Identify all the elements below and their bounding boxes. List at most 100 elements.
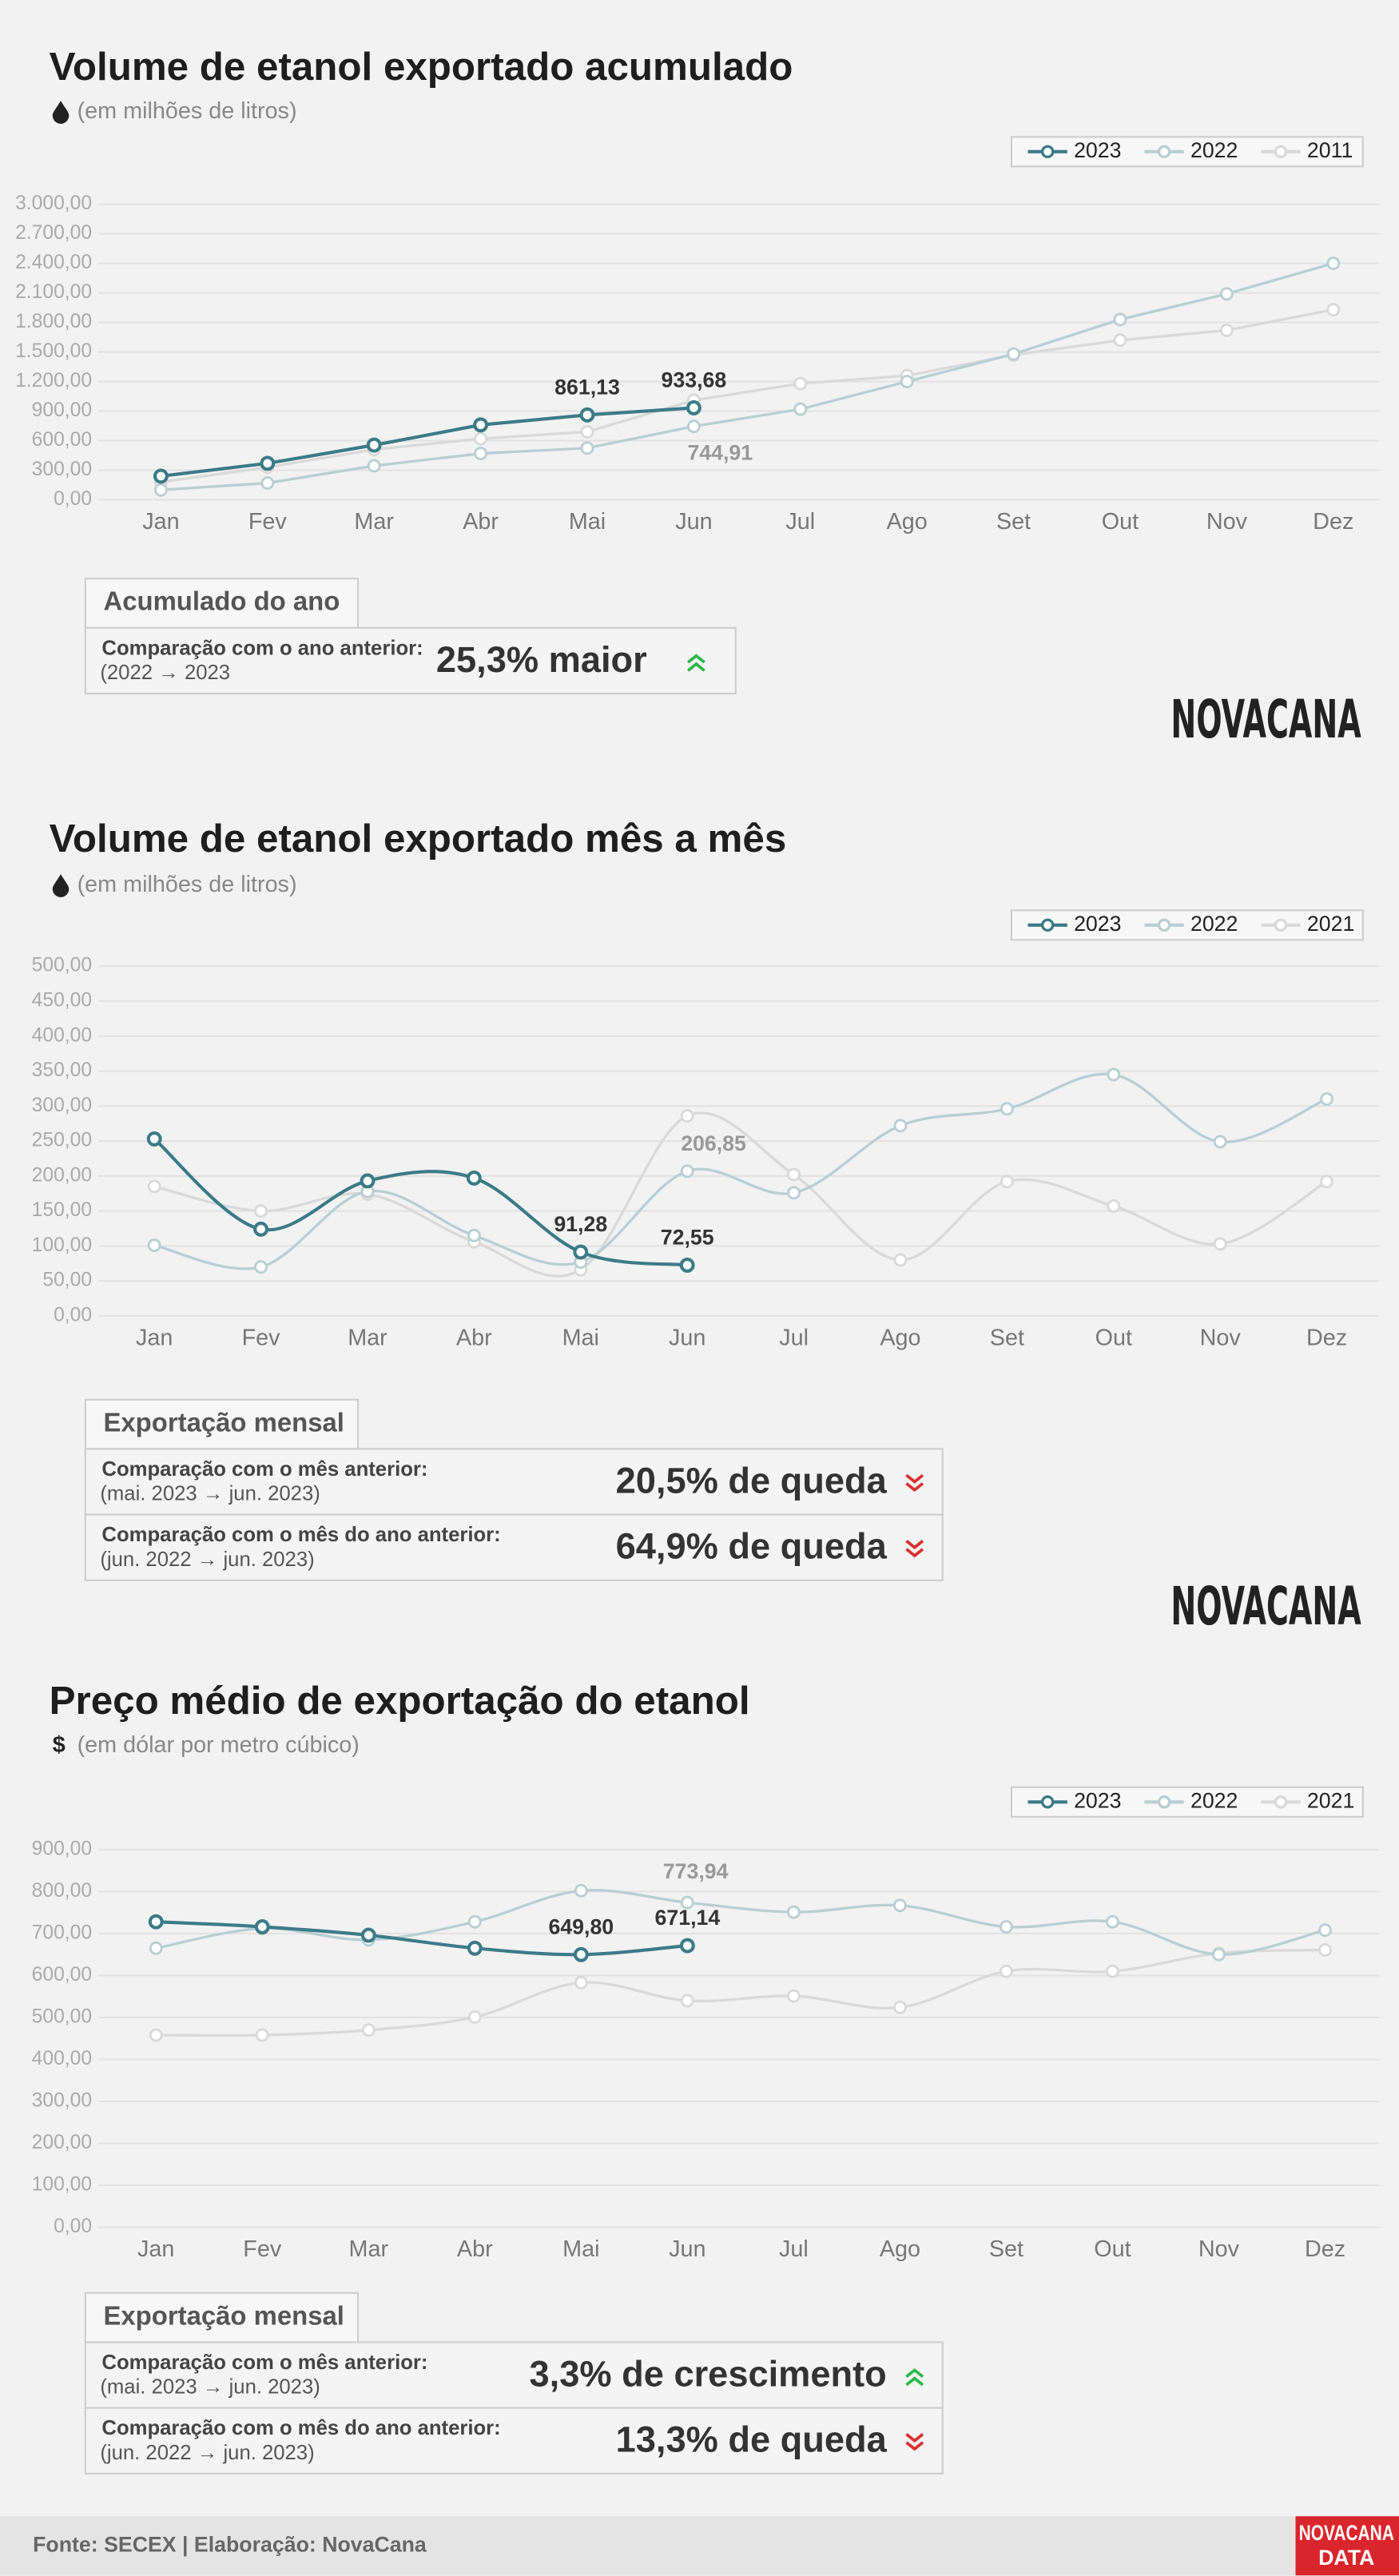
data-point bbox=[1113, 312, 1127, 327]
panel-row bbox=[84, 1513, 944, 1581]
x-tick-label: Set bbox=[990, 1325, 1024, 1350]
x-tick-label: Fev bbox=[248, 509, 288, 535]
data-label: 861,13 bbox=[554, 376, 620, 400]
series-line bbox=[155, 1889, 1325, 1956]
series-line bbox=[161, 261, 1334, 491]
footer-bar bbox=[0, 2516, 1399, 2576]
data-point bbox=[1219, 287, 1234, 301]
data-point bbox=[467, 1940, 483, 1956]
footer-logo-bottom: DATA bbox=[1318, 2546, 1374, 2570]
panel-title: Exportação mensal bbox=[103, 1407, 344, 1437]
data-point bbox=[686, 419, 701, 434]
legend-marker bbox=[1274, 145, 1288, 159]
legend-label: 2021 bbox=[1307, 912, 1354, 936]
panel-title: Exportação mensal bbox=[103, 2300, 344, 2330]
data-point bbox=[900, 375, 914, 388]
data-point bbox=[574, 1975, 588, 1990]
x-tick-label: Ago bbox=[880, 2236, 920, 2262]
panel-row bbox=[84, 626, 737, 695]
y-tick-label: 3.000,00 bbox=[15, 193, 92, 214]
x-tick-label: Fev bbox=[242, 1325, 281, 1350]
panel-tab bbox=[84, 2292, 360, 2343]
series-line bbox=[161, 406, 694, 478]
y-tick-label: 250,00 bbox=[32, 1130, 92, 1151]
x-tick-label: Out bbox=[1095, 1325, 1132, 1350]
data-point bbox=[260, 476, 275, 490]
data-point bbox=[1000, 1964, 1013, 1978]
y-tick-label: 800,00 bbox=[32, 1880, 92, 1902]
data-point bbox=[1113, 333, 1127, 348]
data-point bbox=[473, 417, 489, 433]
data-point bbox=[146, 1131, 162, 1147]
data-point bbox=[892, 1898, 907, 1913]
data-point bbox=[253, 1221, 269, 1237]
data-point bbox=[1106, 1914, 1119, 1929]
subtitle: (em milhões de litros) bbox=[78, 872, 297, 897]
trend-arrow bbox=[905, 1540, 924, 1558]
legend-box bbox=[1010, 1786, 1364, 1818]
legend-label: 2022 bbox=[1190, 1788, 1238, 1812]
y-tick-label: 2.100,00 bbox=[15, 281, 92, 303]
x-tick-label: Abr bbox=[463, 509, 499, 535]
trend-arrow bbox=[905, 2367, 924, 2387]
trend-arrow bbox=[905, 2433, 924, 2451]
footer-logo-box bbox=[1295, 2516, 1399, 2576]
y-tick-label: 500,00 bbox=[32, 955, 92, 976]
data-point bbox=[893, 1119, 908, 1133]
row-label: Comparação com o mês anterior: bbox=[101, 1458, 427, 1481]
data-point bbox=[686, 400, 701, 415]
legend-marker bbox=[1040, 918, 1055, 932]
data-point bbox=[680, 1164, 694, 1179]
data-point bbox=[1213, 1135, 1227, 1149]
data-point bbox=[360, 1927, 376, 1943]
panel-tab bbox=[84, 1398, 360, 1450]
data-label: 91,28 bbox=[554, 1212, 607, 1236]
y-tick-label: 100,00 bbox=[32, 1234, 92, 1256]
y-tick-label: 900,00 bbox=[32, 400, 92, 421]
legend-marker bbox=[1157, 145, 1171, 159]
series-line bbox=[156, 1948, 1325, 2037]
y-tick-label: 0,00 bbox=[54, 1304, 92, 1326]
row-label: Comparação com o mês anterior: bbox=[101, 2351, 427, 2374]
data-point bbox=[679, 1938, 695, 1954]
row-result: 25,3% maior bbox=[436, 639, 647, 680]
y-tick-label: 2.700,00 bbox=[15, 222, 92, 244]
y-tick-label: 400,00 bbox=[32, 1024, 92, 1046]
legend-marker bbox=[1274, 918, 1288, 932]
x-tick-label: Jul bbox=[779, 2236, 809, 2262]
data-point bbox=[787, 1186, 801, 1200]
logo: NOVACANA bbox=[1170, 1576, 1361, 1637]
x-tick-label: Mar bbox=[349, 2236, 389, 2262]
x-tick-label: Abr bbox=[457, 2236, 493, 2262]
row-label: Comparação com o ano anterior: bbox=[101, 637, 423, 659]
data-point bbox=[1213, 1237, 1227, 1251]
data-point bbox=[793, 376, 808, 391]
x-tick-label: Ago bbox=[887, 509, 928, 535]
data-point bbox=[893, 1253, 908, 1267]
logo: NOVACANA bbox=[1170, 689, 1361, 750]
y-tick-label: 600,00 bbox=[32, 1964, 92, 1986]
panel-row bbox=[84, 2407, 944, 2475]
y-tick-label: 200,00 bbox=[32, 1164, 92, 1186]
data-point bbox=[1000, 1175, 1014, 1189]
data-point bbox=[1326, 256, 1341, 271]
data-point bbox=[573, 1244, 589, 1260]
x-tick-label: Out bbox=[1094, 2236, 1131, 2262]
panel-tab bbox=[84, 578, 360, 629]
data-point bbox=[366, 437, 382, 453]
data-label: 671,14 bbox=[655, 1906, 721, 1930]
x-tick-label: Dez bbox=[1313, 509, 1353, 535]
chart-title: Volume de etanol exportado acumulado bbox=[50, 45, 793, 89]
x-tick-label: Mai bbox=[562, 2236, 599, 2262]
x-tick-label: Abr bbox=[456, 1325, 492, 1350]
data-label: 744,91 bbox=[687, 441, 753, 465]
data-point bbox=[1326, 303, 1341, 316]
y-tick-label: 1.800,00 bbox=[15, 311, 92, 332]
y-tick-label: 900,00 bbox=[32, 1838, 92, 1859]
row-label: Comparação com o mês do ano anterior: bbox=[101, 2417, 500, 2439]
data-label: 649,80 bbox=[548, 1914, 614, 1938]
x-tick-label: Jul bbox=[779, 1325, 809, 1350]
data-point bbox=[680, 1895, 694, 1910]
y-tick-label: 400,00 bbox=[32, 2048, 92, 2069]
